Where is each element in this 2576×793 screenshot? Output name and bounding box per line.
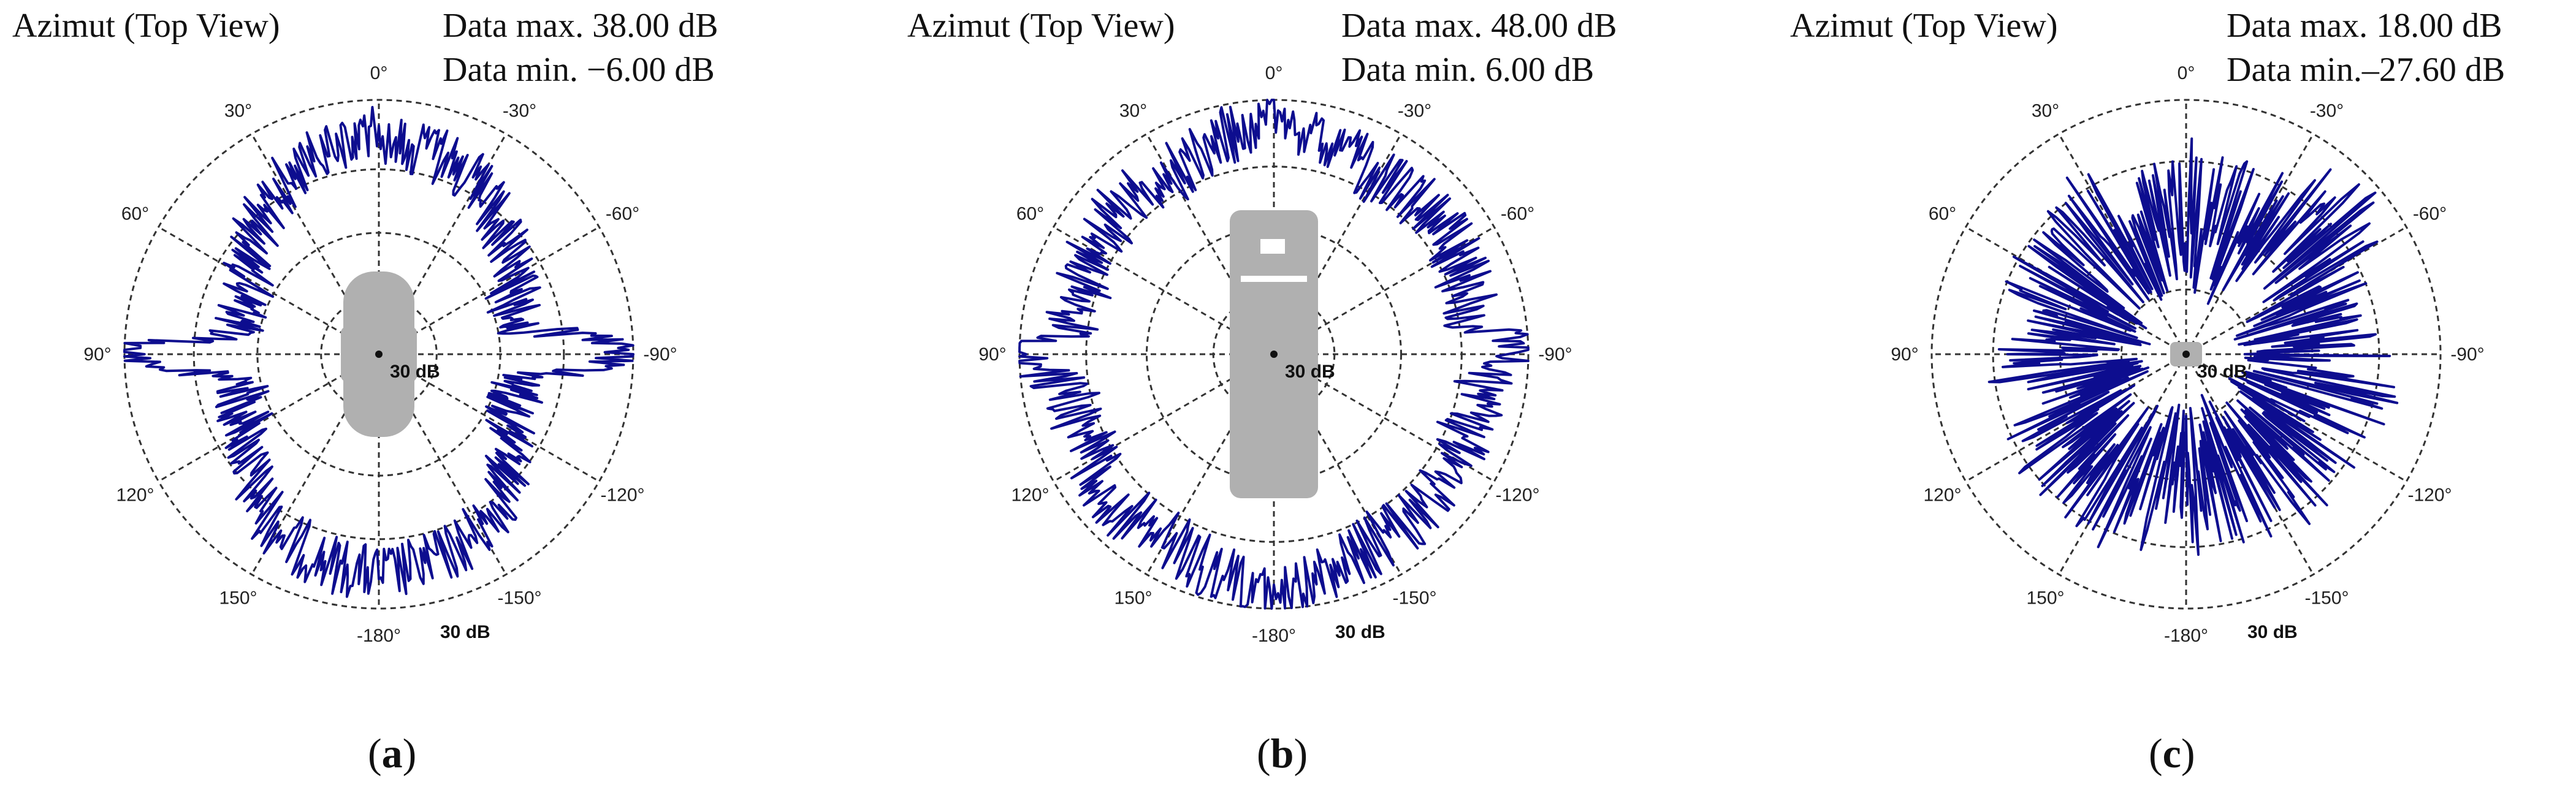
angle-tick-label: -180°: [2164, 626, 2208, 646]
angle-tick-label: -90°: [1538, 344, 1572, 365]
angle-tick-label: 30°: [2032, 101, 2059, 121]
panel-title: Azimut (Top View): [1790, 7, 2058, 45]
grid-spoke: [2185, 353, 2407, 482]
angle-tick-label: -150°: [2304, 588, 2349, 609]
angle-tick-label: 120°: [116, 485, 154, 506]
radial-scale-label: 30 dB: [1335, 622, 1385, 642]
angle-tick-label: -60°: [606, 204, 639, 224]
angle-tick-label: -30°: [1398, 101, 1431, 121]
angle-tick-label: -90°: [643, 344, 677, 365]
angle-tick-label: 150°: [2026, 588, 2064, 609]
radial-scale-label: 30 dB: [440, 622, 490, 642]
polar-panel-c: Azimut (Top View) Data max. 18.00 dB Dat…: [1778, 0, 2576, 793]
angle-tick-label: 90°: [83, 344, 111, 365]
data-trace: [1987, 137, 2399, 556]
angle-tick-label: -120°: [2407, 485, 2452, 506]
polar-panel-b: Azimut (Top View) Data max. 48.00 dB Dat…: [895, 0, 1753, 793]
data-trace: [123, 105, 634, 598]
grid-spoke: [2185, 226, 2407, 355]
panel-caption: (a): [368, 730, 417, 776]
data-max-label: Data max. 18.00 dB: [2227, 7, 2502, 45]
angle-tick-label: -60°: [2413, 204, 2447, 224]
angle-tick-label: 0°: [2178, 63, 2195, 83]
angle-tick-label: 120°: [1011, 485, 1049, 506]
grid-spoke: [2058, 354, 2187, 575]
angle-tick-label: 60°: [1016, 204, 1044, 224]
radial-scale-label: 30 dB: [2197, 362, 2247, 382]
angle-tick-label: -180°: [357, 626, 401, 646]
angle-tick-label: 30°: [1119, 101, 1147, 121]
angle-tick-label: 30°: [224, 101, 252, 121]
grid-ring: [192, 168, 565, 541]
data-min-label: Data min. 6.00 dB: [1341, 51, 1595, 89]
polar-plot-a: 0° 30° 60° 90° 120° 150° -180° -150° -120° -90° -6…: [83, 63, 677, 646]
angle-tick-label: -180°: [1252, 626, 1296, 646]
data-min-label: Data min.–27.60 dB: [2227, 51, 2506, 89]
polar-panel-a: Azimut (Top View) Data max. 38.00 dB Dat…: [0, 0, 858, 793]
radial-scale-label: 30 dB: [390, 362, 440, 382]
angle-tick-label: 60°: [121, 204, 149, 224]
angle-tick-label: -120°: [600, 485, 644, 506]
polar-plot-c: 0° 30° 60° 90° 120° 150° -180° -150° -120° -90° -6…: [1891, 63, 2484, 646]
angle-tick-label: 150°: [219, 588, 257, 609]
angle-tick-label: 120°: [1923, 485, 1961, 506]
grid-spoke: [2058, 133, 2187, 355]
grid-spoke: [2185, 354, 2314, 575]
angle-tick-label: 60°: [1929, 204, 1956, 224]
polar-plot-b: 0° 30° 60° 90° 120° 150° -180° -150° -120° -90° -6…: [978, 63, 1572, 646]
panel-caption: (c): [2149, 730, 2195, 776]
angle-tick-label: -30°: [503, 101, 536, 121]
grid-spoke: [1965, 226, 2187, 355]
data-max-label: Data max. 48.00 dB: [1341, 7, 1617, 45]
angle-tick-label: 0°: [370, 63, 388, 83]
data-trace: [1018, 99, 1530, 610]
angle-tick-label: -30°: [2310, 101, 2344, 121]
data-max-label: Data max. 38.00 dB: [443, 7, 718, 45]
grid-spoke: [1965, 353, 2187, 482]
grid-spoke: [2185, 133, 2314, 355]
grid-ring: [1992, 160, 2380, 548]
panel-title: Azimut (Top View): [907, 7, 1175, 45]
angle-tick-label: -120°: [1495, 485, 1539, 506]
center-dot: [2182, 351, 2190, 358]
radial-scale-label: 30 dB: [1285, 362, 1335, 382]
angle-tick-label: 150°: [1114, 588, 1152, 609]
panel-title: Azimut (Top View): [12, 7, 280, 45]
data-min-label: Data min. −6.00 dB: [443, 51, 715, 89]
grid-ring: [1930, 99, 2442, 610]
angle-tick-label: -150°: [497, 588, 541, 609]
center-dot: [1270, 351, 1278, 358]
center-dot: [375, 351, 383, 358]
angle-tick-label: -60°: [1501, 204, 1534, 224]
angle-tick-label: 90°: [978, 344, 1006, 365]
angle-tick-label: 0°: [1265, 63, 1283, 83]
angle-tick-label: -90°: [2450, 344, 2484, 365]
panel-caption: (b): [1257, 730, 1308, 776]
radial-scale-label: 30 dB: [2247, 622, 2298, 642]
angle-tick-label: 90°: [1891, 344, 1918, 365]
angle-tick-label: -150°: [1392, 588, 1436, 609]
